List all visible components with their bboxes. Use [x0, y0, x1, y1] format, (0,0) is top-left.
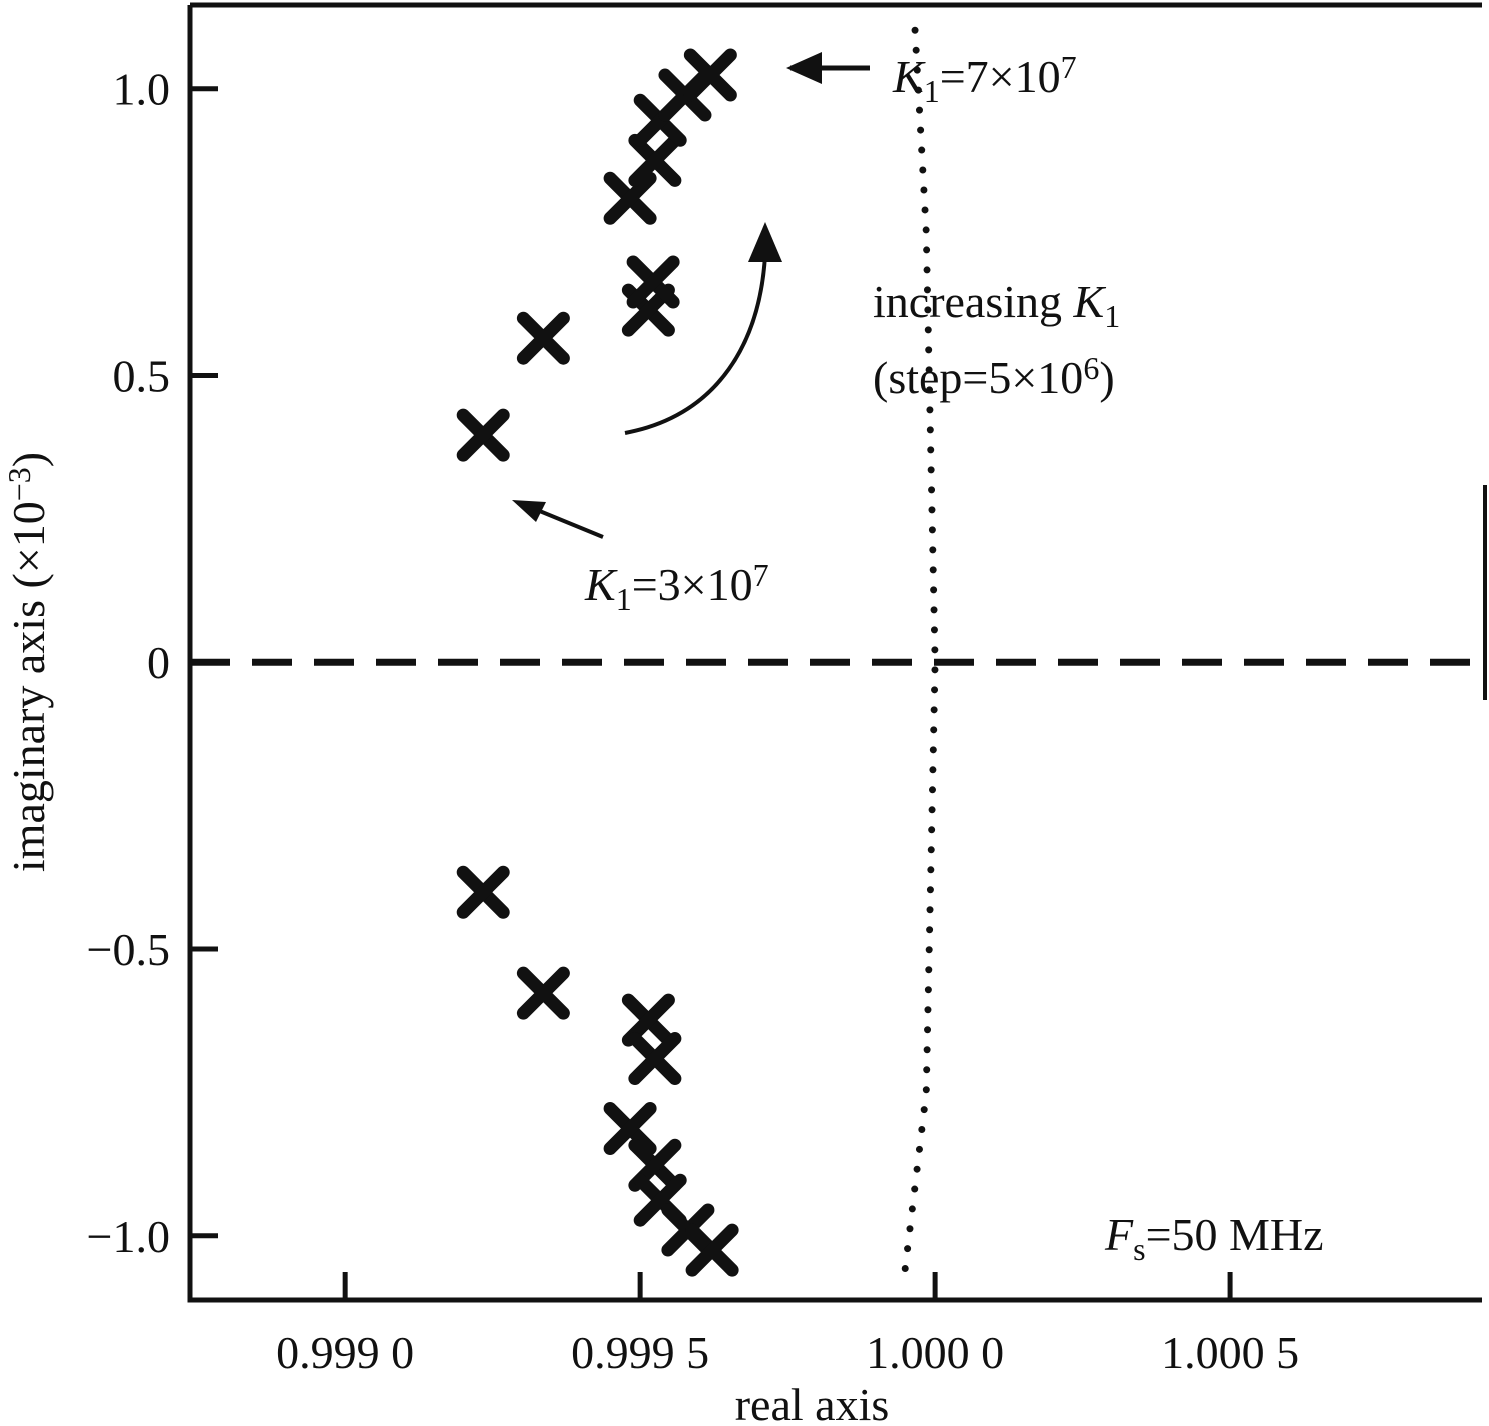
text-part: s — [1133, 1231, 1145, 1267]
text-part: 6 — [1083, 350, 1099, 386]
marker-stroke — [603, 1102, 657, 1156]
pole-marker — [626, 255, 680, 309]
marker-stroke — [456, 865, 510, 919]
pole-marker — [516, 311, 570, 365]
x-axis-label: real axis — [735, 1379, 890, 1426]
text-part: K — [892, 51, 926, 102]
y-axis-label: imaginary axis (×10−3) — [1, 452, 54, 872]
annotation: K1=3×107 — [584, 557, 769, 617]
marker-stroke — [628, 133, 682, 187]
annotation: K1=7×107 — [892, 49, 1077, 109]
marker-stroke — [626, 255, 680, 309]
y-tick-label: −0.5 — [87, 924, 170, 975]
pole-marker — [628, 1032, 682, 1086]
marker-stroke — [685, 1223, 739, 1277]
marker-stroke — [683, 48, 737, 102]
text-part: 7 — [1061, 49, 1077, 85]
pole-marker — [683, 48, 737, 102]
y-tick-label: 0 — [147, 637, 170, 688]
y-tick-label: 0.5 — [113, 350, 171, 401]
arrowhead — [512, 500, 546, 522]
marker-stroke — [603, 171, 657, 225]
text-part: imaginary axis (×10 — [3, 501, 54, 872]
text-part: 1 — [1104, 298, 1120, 334]
x-tick-label: 1.000 0 — [866, 1327, 1004, 1378]
text-part: 1 — [616, 581, 632, 617]
marker-stroke — [516, 311, 570, 365]
x-tick-label: 0.999 5 — [571, 1327, 709, 1378]
pole-marker — [603, 171, 657, 225]
marker-stroke — [516, 966, 570, 1020]
pole-marker — [516, 966, 570, 1020]
text-part: (step=5×10 — [873, 352, 1083, 403]
plot-frame — [187, 2, 1482, 1303]
arrowhead — [748, 222, 782, 262]
annotation: (step=5×106) — [873, 350, 1115, 403]
y-tick-label: −1.0 — [87, 1211, 170, 1262]
annotation: Fs=50 MHz — [1104, 1209, 1324, 1267]
text-part: ) — [1099, 352, 1114, 403]
arrow — [624, 254, 767, 435]
pole-marker — [685, 1223, 739, 1277]
annotation: increasing K1 — [873, 276, 1120, 334]
pole-marker — [628, 133, 682, 187]
y-tick-label: 1.0 — [113, 64, 171, 115]
text-part: 7 — [753, 557, 769, 593]
text-part: ) — [3, 452, 54, 467]
pole-marker — [456, 865, 510, 919]
arrowhead — [786, 52, 822, 84]
text-part: F — [1104, 1209, 1134, 1260]
text-part: =50 MHz — [1146, 1209, 1324, 1260]
marker-stroke — [456, 408, 510, 462]
pole-marker — [456, 408, 510, 462]
x-tick-label: 0.999 0 — [276, 1327, 414, 1378]
marker-stroke — [628, 1032, 682, 1086]
text-part: =3×10 — [632, 559, 753, 610]
x-tick-label: 1.000 5 — [1161, 1327, 1299, 1378]
arrows — [512, 52, 870, 539]
marker-stroke — [633, 1173, 687, 1227]
text-part: K — [584, 559, 618, 610]
text-part: 1 — [924, 73, 940, 109]
text-part: increasing — [873, 276, 1074, 327]
reference-curve — [901, 26, 939, 1274]
pole-marker — [603, 1102, 657, 1156]
text-part: =7×10 — [940, 51, 1061, 102]
text-part: K — [1073, 276, 1107, 327]
text-part: −3 — [1, 467, 37, 501]
